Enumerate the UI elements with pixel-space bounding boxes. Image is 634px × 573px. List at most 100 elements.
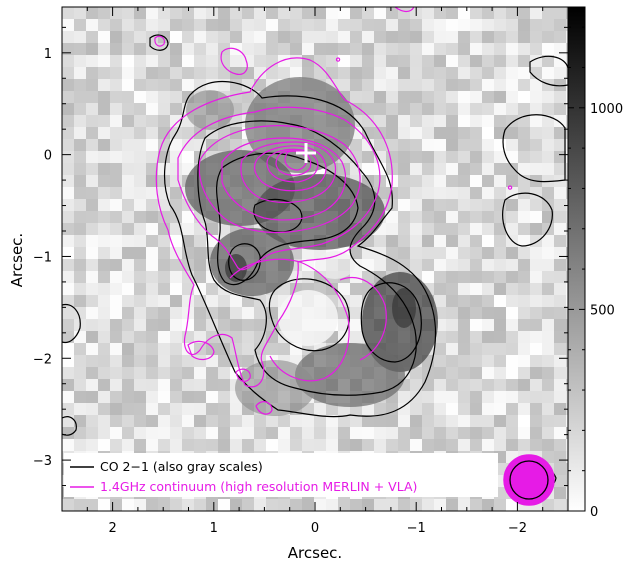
noise-pixel — [530, 223, 543, 236]
noise-pixel — [506, 343, 519, 356]
noise-pixel — [398, 223, 411, 236]
noise-pixel — [530, 403, 543, 416]
noise-pixel — [62, 343, 75, 356]
colorbar — [567, 6, 586, 512]
noise-pixel — [218, 439, 231, 452]
noise-pixel — [98, 163, 111, 176]
colorbar-tick-label: 500 — [590, 303, 615, 318]
noise-pixel — [182, 235, 195, 248]
noise-pixel — [302, 427, 315, 440]
noise-pixel — [98, 415, 111, 428]
noise-pixel — [74, 415, 87, 428]
noise-pixel — [74, 115, 87, 128]
noise-pixel — [386, 247, 399, 260]
noise-pixel — [74, 43, 87, 56]
noise-pixel — [62, 283, 75, 296]
noise-pixel — [542, 427, 555, 440]
noise-pixel — [194, 355, 207, 368]
noise-pixel — [170, 379, 183, 392]
noise-pixel — [410, 127, 423, 140]
noise-pixel — [458, 307, 471, 320]
noise-pixel — [362, 127, 375, 140]
noise-pixel — [62, 55, 75, 68]
noise-pixel — [446, 391, 459, 404]
noise-pixel — [398, 19, 411, 32]
noise-pixel — [218, 367, 231, 380]
noise-pixel — [482, 211, 495, 224]
noise-pixel — [398, 247, 411, 260]
noise-pixel — [218, 415, 231, 428]
noise-pixel — [470, 235, 483, 248]
noise-pixel — [134, 211, 147, 224]
noise-pixel — [458, 367, 471, 380]
noise-pixel — [62, 31, 75, 44]
noise-pixel — [482, 427, 495, 440]
noise-pixel — [74, 259, 87, 272]
noise-pixel — [182, 499, 195, 511]
noise-pixel — [350, 319, 363, 332]
noise-pixel — [398, 139, 411, 152]
noise-pixel — [518, 367, 531, 380]
noise-pixel — [158, 103, 171, 116]
noise-pixel — [62, 7, 75, 20]
noise-pixel — [506, 247, 519, 260]
noise-pixel — [146, 163, 159, 176]
noise-pixel — [494, 331, 507, 344]
noise-pixel — [446, 187, 459, 200]
noise-pixel — [494, 115, 507, 128]
noise-pixel — [134, 439, 147, 452]
noise-pixel — [554, 415, 567, 428]
noise-pixel — [410, 187, 423, 200]
noise-pixel — [362, 115, 375, 128]
noise-pixel — [314, 67, 327, 80]
noise-pixel — [362, 415, 375, 428]
noise-pixel — [494, 499, 507, 511]
noise-pixel — [566, 451, 568, 464]
noise-pixel — [398, 103, 411, 116]
noise-pixel — [194, 247, 207, 260]
noise-pixel — [170, 223, 183, 236]
noise-pixel — [554, 175, 567, 188]
cont-contour-bottom-2 — [235, 368, 251, 382]
noise-pixel — [410, 115, 423, 128]
noise-pixel — [122, 151, 135, 164]
noise-pixel — [434, 211, 447, 224]
noise-pixel — [110, 271, 123, 284]
noise-pixel — [422, 19, 435, 32]
noise-pixel — [494, 187, 507, 200]
noise-pixel — [566, 331, 568, 344]
noise-pixel — [158, 7, 171, 20]
noise-pixel — [482, 103, 495, 116]
noise-pixel — [122, 127, 135, 140]
noise-pixel — [434, 439, 447, 452]
noise-pixel — [110, 79, 123, 92]
noise-pixel — [434, 103, 447, 116]
noise-pixel — [434, 79, 447, 92]
co-emission-blobs — [185, 77, 438, 416]
noise-pixel — [434, 343, 447, 356]
noise-pixel — [158, 55, 171, 68]
noise-pixel — [542, 7, 555, 20]
noise-pixel — [494, 175, 507, 188]
noise-pixel — [470, 355, 483, 368]
co-contour-4 — [228, 243, 261, 281]
noise-pixel — [446, 127, 459, 140]
noise-pixel — [422, 199, 435, 212]
noise-pixel — [398, 439, 411, 452]
noise-pixel — [146, 151, 159, 164]
noise-pixel — [374, 19, 387, 32]
noise-pixel — [242, 439, 255, 452]
noise-pixel — [170, 391, 183, 404]
noise-pixel — [62, 439, 75, 452]
noise-pixel — [554, 7, 567, 20]
noise-pixel — [62, 103, 75, 116]
noise-pixel — [494, 439, 507, 452]
noise-pixel — [98, 187, 111, 200]
noise-pixel — [470, 415, 483, 428]
noise-pixel — [350, 19, 363, 32]
noise-pixel — [86, 283, 99, 296]
cont-contour-dot-2 — [335, 57, 341, 62]
noise-pixel — [146, 55, 159, 68]
noise-pixel — [254, 67, 267, 80]
cont-contour-top-1 — [220, 47, 248, 75]
